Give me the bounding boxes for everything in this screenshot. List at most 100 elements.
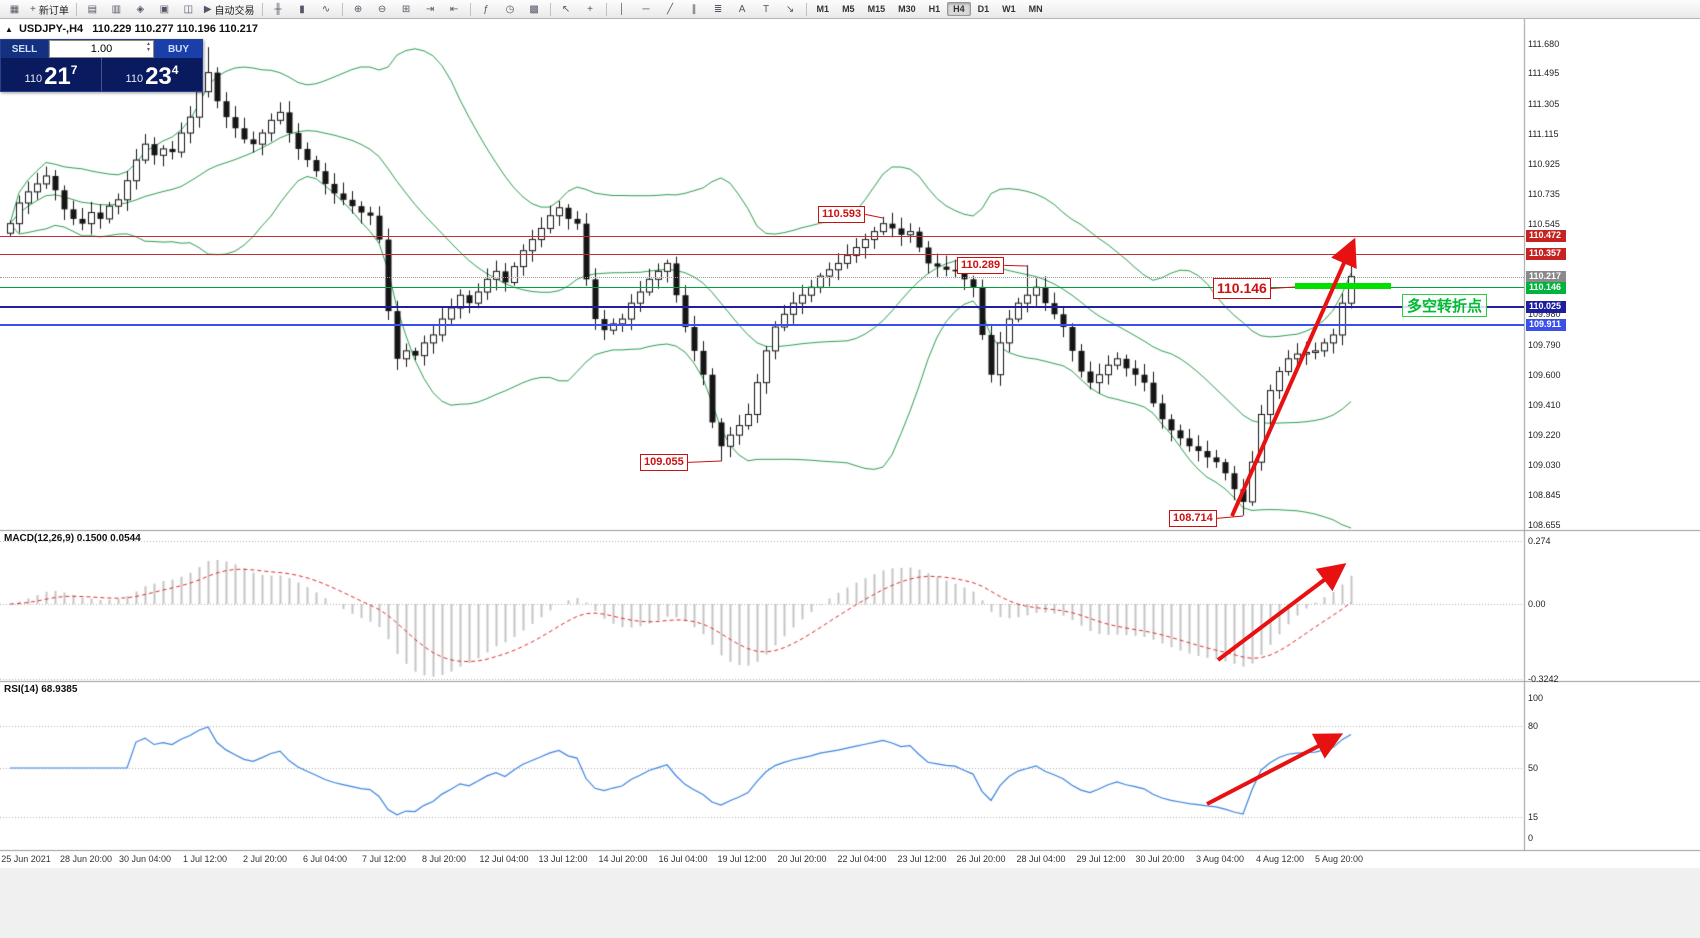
volume-stepper[interactable]: ▲ ▼ — [146, 41, 151, 53]
toolbar: ▦ + 新订单 ▤ ▥ ◈ ▣ ◫ ▶ 自动交易 ╫ ▮ ∿ ⊕ ⊖ ⊞ ⇥ ⇤ ƒ ◷ ▩ ↖ + │ ─ ╱ ∥ ≣ A T ↘ M1 M5… — [0, 0, 1700, 19]
horizontal-line-button[interactable]: ─ — [635, 1, 658, 18]
rsi-axis-label: 0 — [1528, 833, 1534, 843]
label-button[interactable]: T — [755, 1, 778, 18]
templates-button[interactable]: ▩ — [523, 1, 546, 18]
hline-110.217[interactable] — [0, 277, 1524, 278]
stepper-up-icon[interactable]: ▲ — [146, 41, 151, 47]
tile-windows-button[interactable]: ⊞ — [395, 1, 418, 18]
time-axis-label: 14 Jul 20:00 — [598, 854, 648, 864]
arrows-button[interactable]: ↘ — [779, 1, 802, 18]
time-axis-label: 22 Jul 04:00 — [837, 854, 887, 864]
timeframe-button-m1[interactable]: M1 — [816, 4, 830, 14]
text-button[interactable]: A — [731, 1, 754, 18]
timeframe-button-m5[interactable]: M5 — [842, 4, 855, 14]
strategy-tester-button[interactable]: ◫ — [177, 1, 200, 18]
zoom-in-icon: ⊕ — [353, 3, 363, 15]
auto-scroll-button[interactable]: ⇥ — [419, 1, 442, 18]
timeframe-button-mn[interactable]: MN — [1028, 4, 1043, 14]
hline-110.025[interactable] — [0, 306, 1524, 308]
data-window-button[interactable]: ▥ — [105, 1, 128, 18]
price-label-110.593[interactable]: 110.593 — [818, 206, 866, 223]
new-chart-icon: ▦ — [9, 3, 20, 15]
timeframe-button-w1[interactable]: W1 — [1002, 4, 1016, 14]
strategy-tester-icon: ◫ — [183, 3, 194, 15]
candlestick-chart-button[interactable]: ▮ — [291, 1, 314, 18]
sell-price-button[interactable]: 110 21 7 — [1, 58, 102, 91]
timeframe-button-h1[interactable]: H1 — [928, 4, 941, 14]
price-axis-label: 109.410 — [1528, 400, 1561, 410]
time-axis-label: 6 Jul 04:00 — [302, 854, 348, 864]
toolbar-separator — [469, 2, 471, 16]
line-chart-button[interactable]: ∿ — [315, 1, 338, 18]
crosshair-button[interactable]: + — [579, 1, 602, 18]
symbol-marker-icon: ▲ — [5, 25, 13, 34]
timeframe-button-d1[interactable]: D1 — [977, 4, 990, 14]
indicators-button[interactable]: ƒ — [475, 1, 498, 18]
periods-button[interactable]: ◷ — [499, 1, 522, 18]
chart-shift-button[interactable]: ⇤ — [443, 1, 466, 18]
time-axis-label: 13 Jul 12:00 — [538, 854, 588, 864]
cursor-button[interactable]: ↖ — [555, 1, 578, 18]
arrows-icon: ↘ — [785, 3, 795, 15]
rsi-axis-label: 80 — [1528, 721, 1539, 731]
zoom-out-icon: ⊖ — [377, 3, 387, 15]
time-axis-label: 30 Jul 20:00 — [1135, 854, 1185, 864]
new-order-icon: + — [30, 3, 36, 15]
toolbar-separator — [341, 2, 343, 16]
zoom-out-button[interactable]: ⊖ — [371, 1, 394, 18]
price-axis-label: 108.845 — [1528, 490, 1561, 500]
templates-icon: ▩ — [529, 3, 539, 15]
sell-button[interactable]: SELL — [1, 40, 49, 58]
channel-button[interactable]: ∥ — [683, 1, 706, 18]
macd-indicator-label: MACD(12,26,9) 0.1500 0.0544 — [4, 533, 141, 544]
market-watch-icon: ▤ — [87, 3, 98, 15]
terminal-button[interactable]: ▣ — [153, 1, 176, 18]
stepper-down-icon[interactable]: ▼ — [146, 47, 151, 53]
buy-price-big: 23 — [145, 63, 172, 91]
buy-price-button[interactable]: 110 23 4 — [102, 58, 202, 91]
price-axis-label: 110.925 — [1528, 159, 1560, 169]
timeframe-button-m15[interactable]: M15 — [867, 4, 886, 14]
zoom-in-button[interactable]: ⊕ — [347, 1, 370, 18]
price-label-108.714[interactable]: 108.714 — [1169, 510, 1217, 527]
navigator-button[interactable]: ◈ — [129, 1, 152, 18]
toolbar-separator — [605, 2, 607, 16]
vertical-line-button[interactable]: │ — [611, 1, 634, 18]
volume-input[interactable]: 1.00 ▲ ▼ — [49, 40, 154, 58]
sell-price-big: 21 — [44, 63, 71, 91]
new-chart-button[interactable]: ▦ — [3, 1, 26, 18]
support-highlight-segment[interactable] — [1295, 283, 1391, 289]
time-axis-label: 26 Jul 20:00 — [956, 854, 1006, 864]
candlestick-chart-icon: ▮ — [299, 3, 305, 15]
fibonacci-button[interactable]: ≣ — [707, 1, 730, 18]
timeframe-button-m30[interactable]: M30 — [898, 4, 916, 14]
autotrading-button[interactable]: ▶ 自动交易 — [201, 1, 258, 18]
hline-110.472[interactable] — [0, 236, 1524, 237]
hline-109.911[interactable] — [0, 324, 1524, 326]
price-label-110.289[interactable]: 110.289 — [957, 257, 1005, 274]
market-watch-button[interactable]: ▤ — [81, 1, 104, 18]
fibonacci-icon: ≣ — [713, 3, 723, 15]
time-axis-label: 4 Aug 12:00 — [1255, 854, 1305, 864]
buy-price-sup: 4 — [171, 63, 179, 77]
cn-annotation[interactable]: 多空转折点 — [1402, 294, 1488, 317]
trendline-button[interactable]: ╱ — [659, 1, 682, 18]
price-label-109.055[interactable]: 109.055 — [640, 454, 688, 471]
buy-button[interactable]: BUY — [154, 40, 202, 58]
hline-110.357[interactable] — [0, 254, 1524, 255]
price-axis-label: 110.545 — [1528, 219, 1560, 229]
bar-chart-button[interactable]: ╫ — [267, 1, 290, 18]
indicators-icon: ƒ — [483, 3, 489, 15]
trendline-icon: ╱ — [667, 3, 674, 15]
autotrading-button-label: 自动交易 — [214, 5, 255, 17]
price-label-110.146[interactable]: 110.146 — [1213, 278, 1271, 299]
price-axis-label: 109.980 — [1528, 309, 1561, 319]
hline-110.146[interactable] — [0, 287, 1524, 288]
timeframe-button-h4[interactable]: H4 — [947, 2, 971, 16]
channel-icon: ∥ — [691, 3, 697, 15]
time-axis-label: 8 Jul 20:00 — [421, 854, 467, 864]
cursor-icon: ↖ — [561, 3, 571, 15]
new-order-button[interactable]: + 新订单 — [27, 1, 72, 18]
rsi-axis-label: 100 — [1528, 693, 1544, 703]
